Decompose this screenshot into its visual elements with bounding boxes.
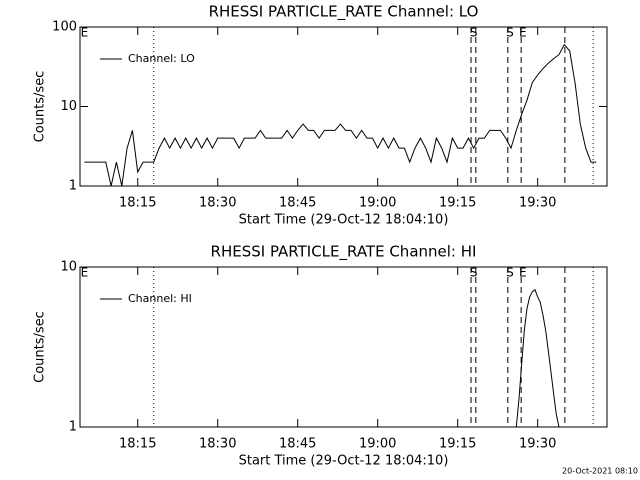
annotation: E (81, 266, 89, 280)
annotation: S (506, 26, 514, 40)
annotation: S (506, 266, 514, 280)
x-tick-label: 18:45 (279, 196, 316, 211)
y-tick-label: 10 (60, 260, 77, 275)
x-tick-label: 18:30 (199, 196, 236, 211)
y-tick-label: 1 (69, 420, 77, 435)
legend-label: Channel: LO (128, 52, 195, 65)
x-tick-label: 19:00 (359, 437, 396, 452)
footer: 20-Oct-2021 08:10 (562, 467, 638, 476)
x-tick-label: 19:15 (439, 437, 476, 452)
x-axis-label: Start Time (29-Oct-12 18:04:10) (239, 454, 449, 469)
annotation: S (470, 266, 478, 280)
x-axis-label: Start Time (29-Oct-12 18:04:10) (239, 213, 449, 228)
x-tick-label: 19:30 (519, 196, 556, 211)
x-tick-label: 19:00 (359, 196, 396, 211)
legend-label: Channel: HI (128, 292, 192, 305)
data-line (515, 289, 560, 428)
x-tick-label: 18:30 (199, 437, 236, 452)
y-axis-label: Counts/sec (33, 311, 48, 383)
chart-title: RHESSI PARTICLE_RATE Channel: HI (211, 243, 477, 262)
x-tick-label: 19:15 (439, 196, 476, 211)
annotation: S (470, 26, 478, 40)
x-tick-label: 18:15 (119, 437, 156, 452)
data-line (84, 43, 597, 187)
annotation: E (519, 266, 527, 280)
y-tick-label: 10 (60, 99, 77, 114)
annotation: E (519, 26, 527, 40)
y-tick-label: 100 (52, 20, 77, 35)
annotation: E (81, 26, 89, 40)
x-tick-label: 18:45 (279, 437, 316, 452)
x-tick-label: 19:30 (519, 437, 556, 452)
y-tick-label: 1 (69, 179, 77, 194)
chart-title: RHESSI PARTICLE_RATE Channel: LO (209, 3, 479, 22)
plot-frame (79, 266, 608, 428)
x-tick-label: 18:15 (119, 196, 156, 211)
y-axis-label: Counts/sec (33, 71, 48, 143)
